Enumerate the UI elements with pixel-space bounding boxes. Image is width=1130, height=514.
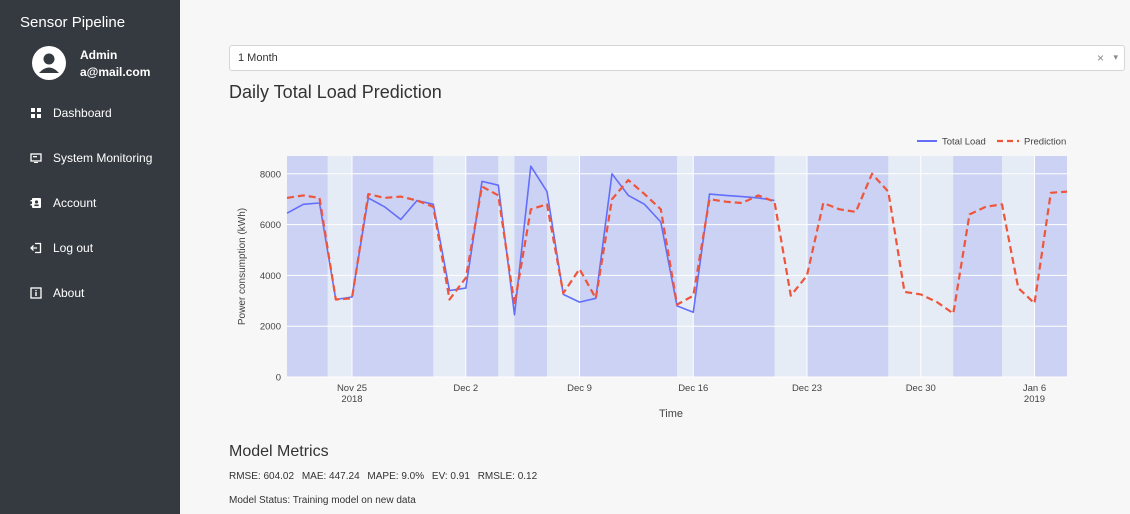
sidebar-item-label: Dashboard [53, 106, 112, 120]
legend-label-prediction: Prediction [1024, 137, 1066, 148]
x-tick-label: Jan 6 [1023, 383, 1046, 394]
clear-icon[interactable]: × [1096, 51, 1104, 65]
x-tick-label: Dec 16 [678, 383, 708, 394]
info-square-icon [30, 287, 42, 299]
x-tick-label: Nov 25 [337, 383, 367, 394]
weekday-band [287, 156, 328, 377]
sidebar: Sensor Pipeline Admin a@mail.com Dashboa… [0, 0, 180, 514]
x-tick-sublabel: 2019 [1024, 394, 1045, 405]
weekday-band [807, 156, 889, 377]
user-email: a@mail.com [80, 65, 151, 79]
sidebar-item-about[interactable]: About [0, 279, 180, 309]
avatar-icon[interactable] [32, 46, 66, 80]
user-name: Admin [80, 48, 118, 62]
x-tick-label: Dec 9 [567, 383, 592, 394]
monitor-icon [30, 153, 42, 163]
sidebar-item-label: Log out [53, 241, 94, 255]
page-title: Daily Total Load Prediction [229, 82, 442, 102]
range-select[interactable]: 1 Month × ▾ [229, 45, 1125, 71]
metric-rmsle: RMSLE: 0.12 [477, 471, 538, 482]
series-line-prediction [286, 172, 1068, 315]
sidebar-item-system-monitoring[interactable]: System Monitoring [0, 144, 180, 174]
sidebar-item-label: System Monitoring [53, 151, 153, 165]
y-tick-label: 4000 [260, 271, 281, 282]
metric-rmse: RMSE: 604.02 [229, 471, 295, 482]
sidebar-item-label: About [53, 286, 85, 300]
sidebar-item-dashboard[interactable]: Dashboard [0, 99, 180, 129]
y-tick-label: 8000 [260, 169, 281, 180]
x-tick-label: Dec 23 [792, 383, 822, 394]
chevron-down-icon[interactable]: ▾ [1113, 52, 1118, 62]
app-brand[interactable]: Sensor Pipeline [20, 14, 126, 31]
metric-mae: MAE: 447.24 [301, 471, 360, 482]
metric-ev: EV: 0.91 [431, 471, 470, 482]
metrics-line: RMSE: 604.02 MAE: 447.24 MAPE: 9.0% EV: … [229, 471, 542, 482]
account-card-icon [30, 198, 41, 208]
weekday-band [579, 156, 677, 377]
logout-icon [30, 242, 42, 254]
model-status: Model Status: Training model on new data [229, 495, 416, 506]
weekday-band [352, 156, 434, 377]
sidebar-item-label: Account [53, 196, 97, 210]
x-axis-title: Time [659, 408, 683, 420]
y-axis-title: Power consumption (kWh) [237, 208, 248, 325]
y-tick-label: 0 [276, 373, 281, 384]
weekday-band [465, 156, 499, 377]
legend-label-total-load: Total Load [942, 137, 986, 148]
sidebar-item-log-out[interactable]: Log out [0, 234, 180, 264]
y-tick-label: 2000 [260, 322, 281, 333]
sidebar-item-account[interactable]: Account [0, 189, 180, 219]
metrics-title: Model Metrics [229, 443, 329, 460]
range-select-value: 1 Month [238, 52, 278, 64]
weekday-band [693, 156, 775, 377]
y-tick-label: 6000 [260, 220, 281, 231]
x-tick-label: Dec 2 [453, 383, 478, 394]
dashboard-grid-icon [31, 108, 41, 118]
x-tick-sublabel: 2018 [341, 394, 362, 405]
x-tick-label: Dec 30 [906, 383, 936, 394]
metric-mape: MAPE: 9.0% [367, 471, 425, 482]
